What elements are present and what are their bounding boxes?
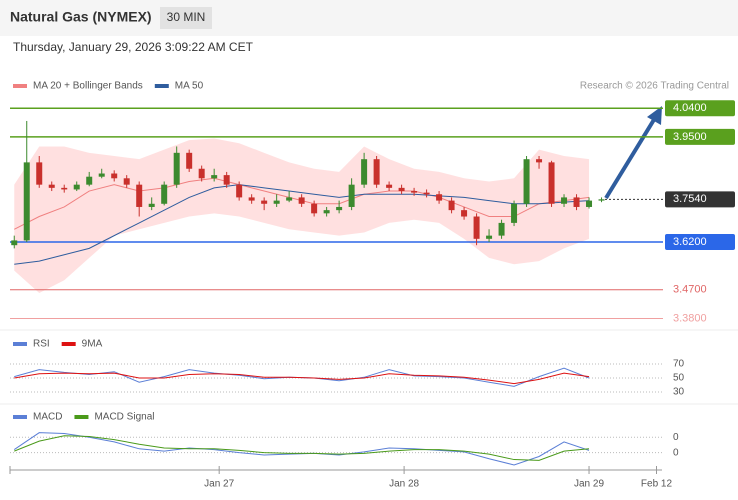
level-label: 3.6200: [673, 236, 707, 248]
candle-body: [161, 184, 168, 204]
candle-body: [548, 162, 555, 204]
candle-body: [223, 175, 230, 185]
candle-body: [186, 152, 193, 169]
legend-swatch: [61, 342, 76, 346]
interval[interactable]: 30 MIN: [167, 10, 206, 24]
legend-label: RSI: [33, 339, 50, 350]
macd-line: [14, 435, 590, 461]
candle-body: [598, 199, 605, 201]
legend-label: MACD: [33, 412, 62, 423]
forecast-arrowhead: [647, 106, 662, 125]
candle-body: [373, 159, 380, 185]
legend-label: MA 20 + Bollinger Bands: [33, 81, 143, 92]
level-label: 4.0400: [673, 102, 707, 114]
credit: Research © 2026 Trading Central: [580, 81, 729, 92]
candle-body: [536, 159, 543, 163]
candle-body: [336, 206, 343, 211]
candle-body: [398, 187, 405, 192]
candle-body: [423, 192, 430, 195]
candle-body: [111, 173, 118, 179]
candle-body: [448, 200, 455, 211]
legend-label: MACD Signal: [94, 412, 154, 423]
candle-body: [273, 200, 280, 204]
candle-body: [11, 240, 18, 246]
y-tick-label: 0: [673, 447, 679, 458]
candle-body: [198, 168, 205, 179]
candle-body: [473, 216, 480, 239]
level-tag: [665, 234, 735, 250]
candle-body: [311, 203, 318, 214]
level-label: 3.4700: [673, 284, 707, 296]
candle-body: [586, 200, 593, 207]
ma50-line: [14, 184, 590, 265]
forecast-arrow: [604, 116, 657, 200]
y-tick-label: 50: [673, 373, 685, 384]
candle-body: [148, 203, 155, 207]
candle-body: [236, 184, 243, 198]
level-tag: [665, 128, 735, 145]
candle-body: [348, 184, 355, 207]
candle-body: [173, 152, 180, 185]
candle-body: [486, 235, 493, 239]
candle-body: [411, 191, 418, 193]
interval-box[interactable]: [160, 7, 212, 29]
x-tick-label: Jan 27: [204, 479, 234, 490]
y-tick-label: 70: [673, 359, 685, 370]
x-tick-label: Jan 28: [389, 479, 419, 490]
candle-body: [323, 210, 330, 214]
candle-body: [136, 184, 143, 207]
title: Natural Gas (NYMEX): [10, 9, 152, 25]
legend-swatch: [13, 342, 27, 346]
candle-body: [561, 197, 568, 204]
bollinger-band: [14, 138, 590, 293]
candle-body: [261, 200, 268, 204]
header-bar: [0, 0, 738, 36]
candle-body: [361, 159, 368, 185]
candle-body: [211, 175, 218, 179]
candle-body: [98, 173, 105, 177]
candle-body: [498, 222, 505, 236]
candle-body: [461, 210, 468, 217]
candle-body: [286, 197, 293, 201]
rsi-line: [14, 372, 590, 385]
candle-body: [123, 178, 130, 185]
level-label: 3.3800: [673, 312, 707, 324]
y-tick-label: 0: [673, 432, 679, 443]
legend-label: 9MA: [82, 339, 103, 350]
legend-swatch: [74, 415, 89, 419]
datetime: Thursday, January 29, 2026 3:09:22 AM CE…: [13, 40, 254, 54]
candle-body: [436, 194, 443, 201]
candle-body: [248, 197, 255, 201]
level-label: 3.7540: [673, 193, 707, 205]
candle-body: [23, 162, 30, 241]
legend-swatch: [13, 415, 27, 419]
y-tick-label: 30: [673, 387, 685, 398]
level-label: 3.9500: [673, 131, 707, 143]
candle-body: [48, 184, 55, 188]
candle-body: [386, 184, 393, 188]
candle-body: [511, 203, 518, 223]
legend-label: MA 50: [175, 81, 204, 92]
candle-body: [36, 162, 43, 185]
legend-swatch: [13, 84, 27, 88]
legend-swatch: [154, 84, 169, 88]
level-tag: [665, 191, 735, 208]
candle-body: [73, 184, 80, 190]
level-tag: [665, 100, 735, 117]
candle-body: [61, 187, 68, 190]
candle-body: [86, 176, 93, 185]
x-tick-label: Feb 12: [641, 479, 673, 490]
candle-body: [523, 159, 530, 204]
x-tick-label: Jan 29: [574, 479, 604, 490]
candle-body: [573, 197, 580, 207]
candle-body: [298, 197, 305, 204]
